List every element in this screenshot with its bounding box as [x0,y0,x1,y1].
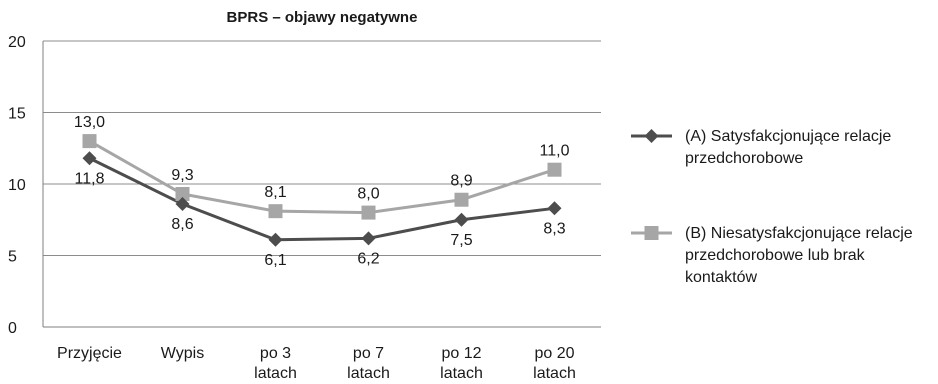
data-point [82,134,97,149]
x-tick-label: po 12 latach [440,345,483,382]
data-label: 6,2 [357,250,379,267]
legend-item: (B) Niesatysfakcjonujące relacje przedcho… [685,225,913,286]
data-label: 11,8 [75,170,105,187]
data-point [361,205,376,220]
data-point [175,187,190,202]
x-axis: Przyjęcie Wypis po 3 latach po 7 latach po 12 l… [57,345,576,382]
y-tick-label: 15 [8,106,26,123]
data-point [82,151,97,166]
data-label: 9,3 [171,167,193,184]
legend-item: (A) Satysfakcjonujące relacje przedchorob… [685,128,891,167]
data-label: 6,1 [264,252,286,269]
legend-swatch-marker [644,226,659,240]
series-line [88,156,555,242]
data-label: 7,5 [450,232,472,249]
legend-swatch-marker [644,129,659,143]
data-point [547,201,562,216]
data-point [547,162,562,177]
data-point [268,204,283,219]
legend: (A) Satysfakcjonujące relacje przedchorob… [631,128,913,286]
gridlines [42,40,601,328]
data-point [268,232,283,247]
x-tick-label: po 20 latach [533,345,576,382]
x-tick-label: Przyjęcie [57,345,122,362]
y-tick-label: 20 [8,34,26,51]
data-label: 8,3 [543,220,565,237]
data-point [361,231,376,246]
data-label: 8,1 [264,184,286,201]
y-axis: 0 5 10 15 20 [8,34,26,337]
x-tick-label: Wypis [161,345,204,362]
data-label: 11,0 [540,143,570,160]
data-point [454,192,469,207]
chart-title: BPRS – objawy negatywne [227,9,418,26]
x-tick-label: po 7 latach [347,345,390,382]
data-point [454,212,469,227]
y-tick-label: 5 [8,249,17,266]
data-label: 8,9 [450,173,472,190]
y-tick-label: 10 [8,177,26,194]
data-label: 8,0 [357,186,379,203]
data-label: 8,6 [171,216,193,233]
series-line [88,139,555,215]
y-tick-label: 0 [8,320,17,337]
data-point [175,197,190,212]
x-tick-label: po 3 latach [254,345,297,382]
series-group: 11,8 8,6 6,1 6,2 7,5 8,3 13,0 9,3 8,1 8,0 8,9 11,0 [74,114,570,269]
data-label: 13,0 [74,114,105,131]
